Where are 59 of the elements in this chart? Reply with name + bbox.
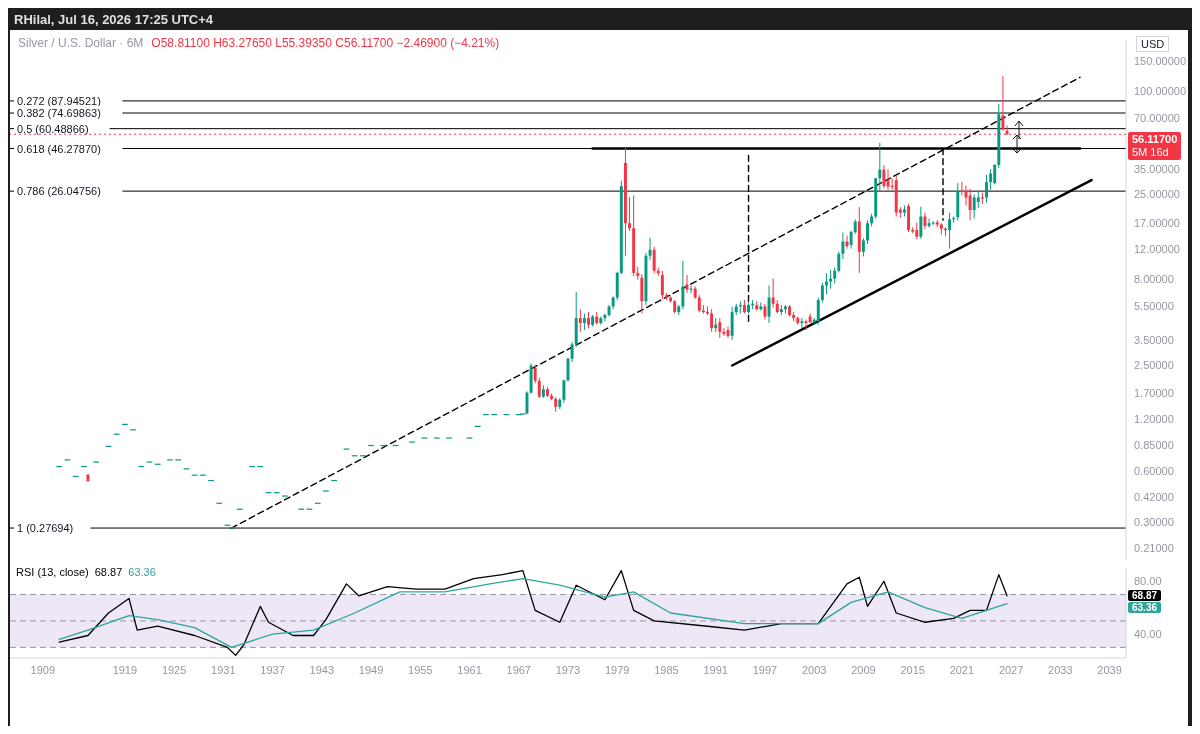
text: 63.36 [1132,602,1158,614]
y-tick-label: 25.00000 [1134,188,1180,201]
x-tick-label: 1973 [555,663,581,676]
x-tick-label: 1943 [309,663,335,676]
x-tick-label: 1919 [112,663,138,676]
annotation: 63.36 [128,566,156,578]
ref-line-label: 0.382 (74.69863) [17,107,101,120]
y-tick-label: 0.85000 [1134,438,1174,451]
x-tick-label: 1967 [506,663,532,676]
y-tick-label: 100.00000 [1134,85,1186,98]
x-tick-label: 1931 [211,663,236,676]
x-tick-label: 1949 [358,663,384,676]
x-tick-label: 1909 [30,663,56,676]
x-tick-label: 2039 [1097,663,1122,676]
ref-line-label: 0.786 (26.04756) [17,185,101,198]
y-tick-label: 0.42000 [1134,491,1174,504]
y-tick-label: 17.00000 [1134,216,1180,229]
chart-subtitle: O58.81100 H63.27650 L55.39350 C56.11700 −2.46900 (−4.21%) [151,36,500,50]
x-tick-label: 1979 [604,663,630,676]
x-tick-label: 2033 [1048,663,1073,676]
x-tick-label: 1961 [457,663,482,676]
text: 5M 16d [1132,146,1170,160]
y-tick-label: 1.70000 [1134,387,1174,400]
y-tick-label: 8.00000 [1134,272,1174,285]
y-tick-label: 2.50000 [1134,358,1174,371]
ref-line-label: 1 (0.27694) [17,522,74,535]
x-tick-label: 2009 [851,663,876,676]
y-tick-label: 80.00 [1134,575,1162,588]
x-tick-label: 2015 [900,663,925,676]
y-tick-label: 3.50000 [1134,333,1174,346]
y-axis-title: USD [1136,36,1170,52]
y-tick-label: 35.00000 [1134,163,1180,176]
y-tick-label: 40.00 [1134,628,1162,641]
text: RSI (13, close) [16,566,89,578]
x-tick-label: 2021 [949,663,975,676]
y-tick-label: 12.00000 [1134,242,1180,255]
y-tick-label: 5.50000 [1134,300,1174,313]
x-tick-label: 2027 [998,663,1024,676]
y-tick-label: 150.00000 [1134,55,1186,68]
y-tick-label: 0.30000 [1134,516,1174,529]
ref-line-label: 0.272 (87.94521) [17,94,101,107]
x-tick-label: 1925 [161,663,187,676]
x-tick-label: 1997 [752,663,778,676]
text: 68.87 [1132,590,1158,602]
ref-line-label: 0.618 (46.27870) [17,142,101,155]
y-tick-label: 1.20000 [1134,413,1174,426]
y-tick-label: 70.00000 [1134,111,1180,124]
y-tick-label: 0.60000 [1134,464,1174,477]
text: 56.11700 [1132,133,1178,147]
annotation: 68.87 [94,566,123,578]
ref-line-label: 0.5 (60.48866) [17,122,89,135]
x-tick-label: 2003 [801,663,827,676]
chart-title: Silver / U.S. Dollar · 6M [18,36,144,50]
x-tick-label: 1955 [408,663,433,676]
y-tick-label: 0.21000 [1134,542,1174,555]
text: RHilal, Jul 16, 2026 17:25 UTC+4 [14,12,214,27]
x-tick-label: 1937 [260,663,285,676]
x-tick-label: 1985 [654,663,679,676]
x-tick-label: 1991 [703,663,728,676]
